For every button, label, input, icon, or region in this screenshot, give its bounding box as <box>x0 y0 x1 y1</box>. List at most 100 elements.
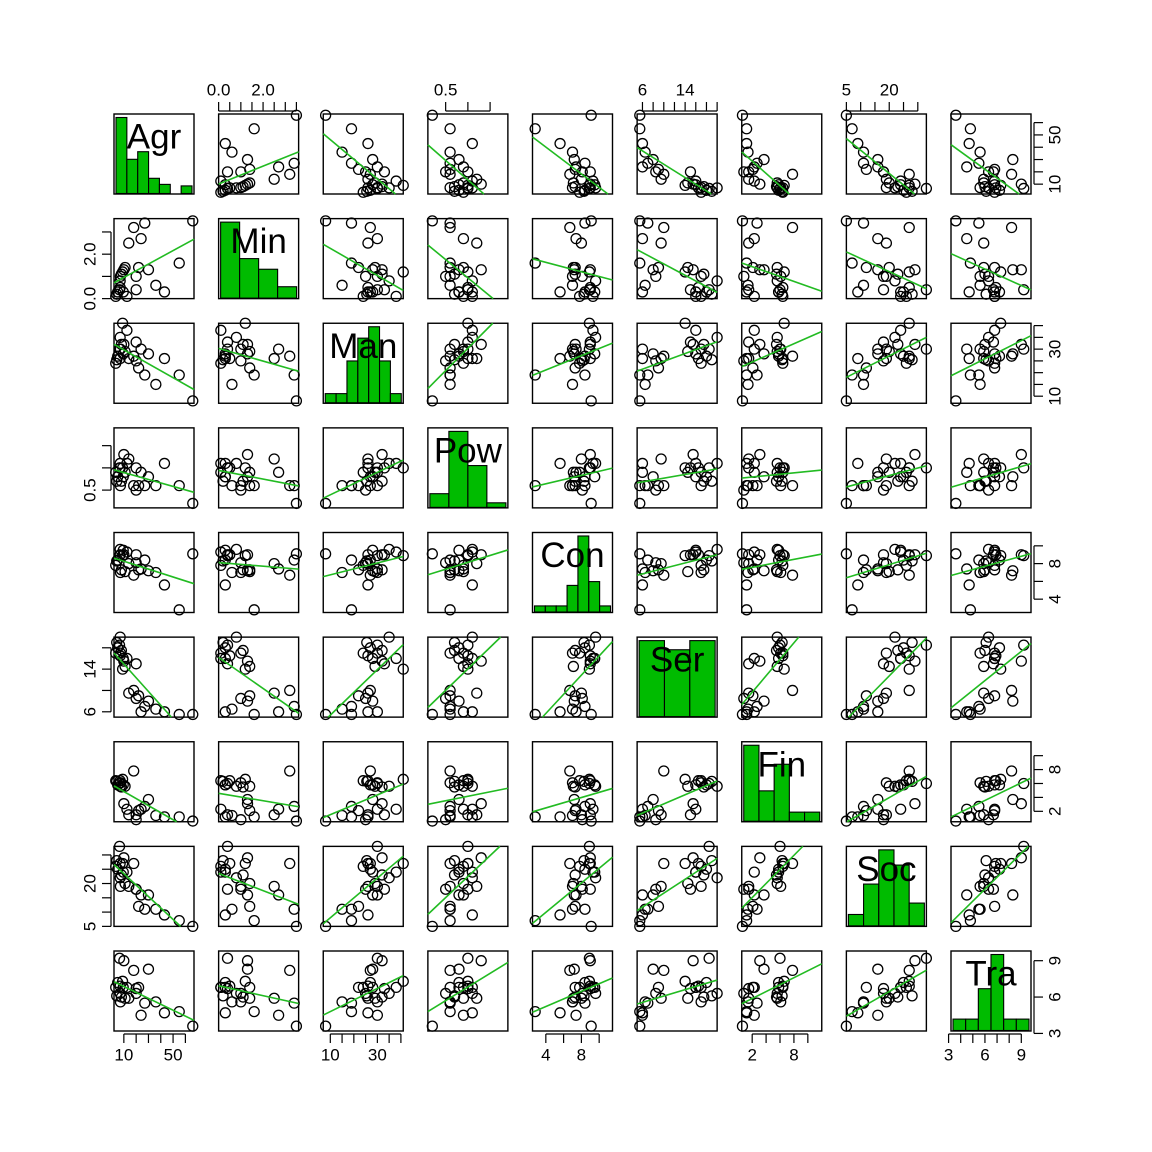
data-point <box>840 395 853 407</box>
data-point <box>772 544 785 556</box>
data-point <box>284 350 296 362</box>
data-point <box>988 900 1001 913</box>
data-point <box>475 264 487 276</box>
data-point <box>158 286 171 298</box>
data-point <box>568 471 580 483</box>
data-point <box>679 179 691 192</box>
data-point <box>988 480 1001 492</box>
data-point <box>711 987 723 1000</box>
data-point <box>690 546 702 558</box>
data-point <box>426 1020 438 1032</box>
data-point <box>684 982 697 995</box>
data-point <box>897 642 910 654</box>
data-point <box>119 261 131 274</box>
data-point <box>248 915 260 927</box>
data-point <box>877 270 890 283</box>
data-point <box>880 647 893 659</box>
hist-bar <box>599 605 612 613</box>
variable-label: Pow <box>434 431 503 470</box>
data-point <box>113 840 126 853</box>
data-point <box>241 695 254 707</box>
tick-label: 6 <box>980 1046 989 1065</box>
data-point <box>634 548 646 560</box>
data-point <box>390 546 402 558</box>
data-point <box>376 644 388 657</box>
data-point <box>906 636 918 649</box>
data-point <box>529 257 541 269</box>
data-point <box>226 903 238 915</box>
regression-line <box>113 238 195 284</box>
data-point <box>367 866 379 878</box>
data-point <box>639 996 651 1008</box>
data-point <box>288 800 300 813</box>
data-point <box>221 809 234 821</box>
hist-bar <box>773 763 790 822</box>
data-point <box>961 232 973 245</box>
data-point <box>444 690 456 702</box>
data-point <box>903 980 915 992</box>
regression-line <box>636 857 718 912</box>
data-point <box>740 915 753 927</box>
data-point <box>376 475 388 487</box>
data-point <box>846 369 858 381</box>
data-point <box>988 564 1001 576</box>
data-point <box>268 453 280 465</box>
data-point <box>173 604 185 616</box>
panel-frame <box>322 531 404 614</box>
data-point <box>634 497 646 510</box>
data-point <box>284 569 296 581</box>
data-point <box>1007 153 1019 166</box>
data-point <box>142 889 155 901</box>
data-point <box>367 695 379 707</box>
data-point <box>367 544 379 556</box>
data-point <box>566 146 579 158</box>
data-point <box>758 695 770 707</box>
tick-label: 9 <box>1046 956 1065 965</box>
data-point <box>359 557 372 569</box>
hist-bar <box>335 393 348 404</box>
data-point <box>909 264 921 276</box>
panel-frame <box>427 322 509 404</box>
data-point <box>647 348 659 360</box>
top-axis-Soc: 5 20 <box>842 81 919 112</box>
data-point <box>679 857 691 870</box>
data-point <box>471 352 483 365</box>
tick-label: 3 <box>944 1046 953 1065</box>
data-point <box>903 462 915 474</box>
data-point <box>173 708 185 721</box>
data-point <box>215 866 227 878</box>
panel-Soc-Man <box>319 840 409 933</box>
data-point <box>241 963 254 975</box>
data-point <box>636 889 649 901</box>
data-point <box>576 692 588 705</box>
data-point <box>909 655 921 667</box>
panel-Ser-Tra <box>950 631 1032 721</box>
data-point <box>367 779 379 791</box>
data-point <box>362 286 374 298</box>
data-point <box>920 777 933 790</box>
data-point <box>690 866 702 878</box>
data-point <box>554 286 566 298</box>
regression-line <box>113 469 195 494</box>
data-point <box>740 579 753 591</box>
data-point <box>226 146 238 158</box>
regression-line <box>950 252 1032 291</box>
data-point <box>173 257 185 269</box>
regression-line <box>950 144 1020 195</box>
data-point <box>288 480 300 492</box>
data-point <box>248 480 260 492</box>
data-point <box>248 123 260 135</box>
data-point <box>235 355 247 367</box>
data-point <box>974 378 986 391</box>
data-point <box>244 362 256 374</box>
panel-Min-Man <box>319 215 409 303</box>
data-point <box>132 981 145 994</box>
data-point <box>529 708 541 721</box>
data-point <box>963 286 975 298</box>
data-point <box>475 798 487 810</box>
regression-line <box>427 961 509 1013</box>
data-point <box>219 866 231 878</box>
data-point <box>740 137 753 150</box>
data-point <box>880 687 893 699</box>
